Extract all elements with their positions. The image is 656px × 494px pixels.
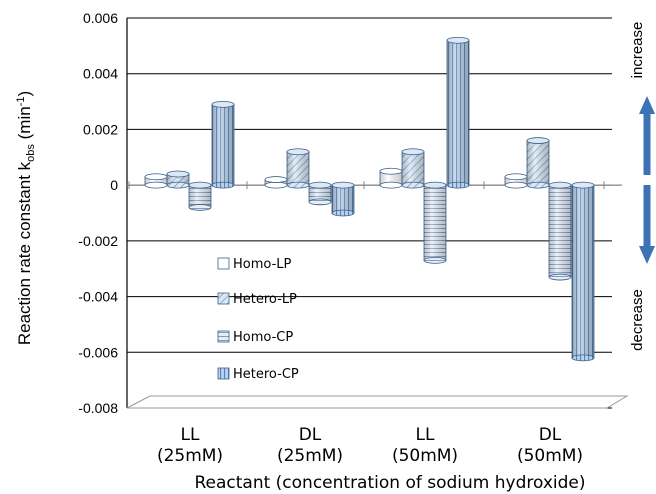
y-tick-label: 0.004: [83, 66, 118, 82]
category-label-sub: (25mM): [157, 446, 223, 466]
bars: [144, 36, 595, 362]
y-tick-label: 0.006: [83, 10, 118, 26]
legend: Homo-LP Hetero-LP Homo-CP Hetero-CP: [217, 257, 299, 382]
bar-hetero-cp: [446, 36, 470, 189]
bar-homo-cp: [548, 181, 572, 281]
annotation-increase: increase: [629, 22, 646, 79]
bar-hetero-lp: [286, 148, 310, 189]
bar-homo-cp: [423, 181, 447, 264]
category-label-sub: (25mM): [277, 446, 343, 466]
bar-homo-lp: [264, 176, 288, 189]
legend-label: Hetero-LP: [233, 292, 297, 307]
bar-homo-cp: [188, 181, 212, 211]
bar-homo-lp: [379, 167, 403, 189]
bar-hetero-lp: [526, 137, 550, 189]
y-axis-label-sub: obs: [25, 144, 37, 162]
legend-item-hetero-lp: Hetero-LP: [217, 292, 297, 307]
legend-item-homo-lp: Homo-LP: [217, 257, 292, 272]
y-tick-label: 0: [110, 177, 118, 193]
y-axis-label-unit: (min: [15, 106, 34, 144]
y-axis-label-main: Reaction rate constant k: [15, 161, 34, 345]
bar-homo-lp: [504, 173, 528, 189]
category-labels: LL(25mM)DL(25mM)LL(50mM)DL(50mM): [157, 425, 583, 466]
y-axis-label: Reaction rate constant kobs (min-1): [15, 91, 37, 345]
y-tick-label: -0.006: [78, 344, 118, 360]
category-label-sub: (50mM): [517, 446, 583, 466]
bar-homo-cp: [308, 181, 332, 206]
legend-item-homo-cp: Homo-CP: [217, 330, 293, 345]
chart-floor: [126, 395, 629, 409]
bar-homo-lp: [144, 173, 168, 189]
legend-label: Homo-LP: [233, 257, 292, 272]
category-label: DL: [539, 425, 562, 445]
category-label-sub: (50mM): [392, 446, 458, 466]
bar-hetero-lp: [401, 148, 425, 189]
y-axis-label-sup: -1: [15, 97, 27, 107]
y-tick-label: 0.002: [83, 121, 118, 137]
x-axis-label: Reactant (concentration of sodium hydrox…: [194, 473, 585, 493]
bar-hetero-cp: [571, 181, 595, 362]
y-axis-label-close: ): [15, 91, 34, 97]
bar-hetero-cp: [211, 100, 235, 189]
bar-hetero-cp: [331, 181, 355, 217]
category-label: LL: [416, 425, 435, 445]
y-tick-labels: 0.006 0.004 0.002 0 -0.002 -0.004 -0.006 -0.008: [78, 10, 118, 416]
gridlines: [127, 17, 612, 409]
y-tick-label: -0.004: [78, 289, 118, 305]
y-tick-label: -0.008: [78, 400, 118, 416]
annotation-decrease: decrease: [629, 289, 646, 351]
bar-hetero-lp: [166, 170, 190, 189]
y-tick-label: -0.002: [78, 233, 118, 249]
category-label: DL: [299, 425, 322, 445]
category-label: LL: [181, 425, 200, 445]
legend-label: Hetero-CP: [233, 367, 299, 382]
legend-item-hetero-cp: Hetero-CP: [217, 367, 299, 382]
arrow-down-icon: [639, 185, 655, 264]
arrow-up-icon: [639, 96, 655, 175]
legend-label: Homo-CP: [233, 330, 293, 345]
